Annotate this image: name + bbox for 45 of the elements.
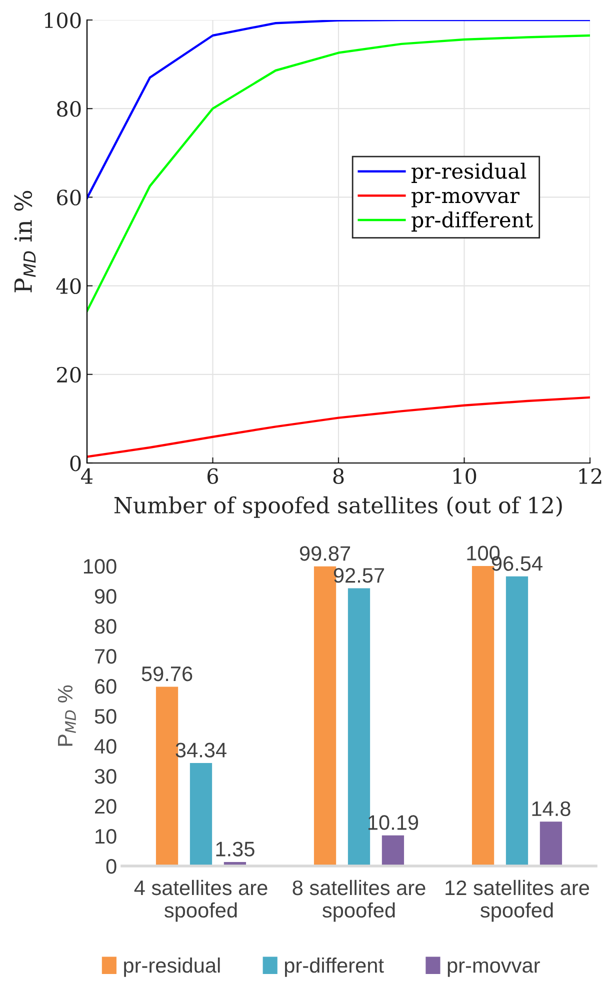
y-tick-label: 40 [56,278,81,294]
legend-label: pr-movvar [448,961,540,977]
data-label: 99.87 [300,546,350,561]
y-tick-label: 60 [57,190,81,206]
y-tick-label: 0 [106,859,116,874]
y-tick-label: 70 [95,649,116,664]
y-tick-label: 100 [44,12,81,28]
y-tick-label: 20 [57,366,81,383]
x-tick-label: 12 [579,468,602,484]
data-label: 59.76 [142,666,192,682]
x-tick-label: 6 [208,468,218,484]
x-tick-label: 12 satellites are spoofed [446,880,590,922]
bar [190,762,212,866]
x-tick-label: 8 [333,468,344,484]
data-label: 14.8 [532,801,570,816]
y-tick-label: 50 [94,709,116,724]
bar [506,576,528,866]
legend-label: pr-residual [124,957,220,977]
legend-label: pr-movvar [412,192,520,208]
y-tick-label: 30 [94,769,116,784]
x-tick-label: 4 satellites are spoofed [134,880,268,922]
y-tick-label: 60 [95,679,116,694]
y-axis-title: P$_{MD}$ % [58,685,76,746]
y-tick-label: 40 [94,739,116,754]
y-tick-label: 10 [96,829,116,844]
y-tick-label: 80 [94,619,116,634]
y-tick-label: 0 [70,455,81,472]
y-axis-title: P$_{MD}$ in % [14,190,36,292]
bar [382,835,404,866]
x-tick-label: 8 satellites are spoofed [292,880,426,922]
line-series [87,396,590,458]
legend-label: pr-residual [412,162,526,183]
legend-label: pr-different [412,211,533,232]
legend-label: pr-different [284,957,384,977]
y-tick-label: 100 [84,559,116,574]
data-label: 1.35 [216,842,254,856]
line-series [87,34,590,312]
y-tick-label: 20 [95,799,116,814]
bar [540,822,562,866]
x-tick-label: 10 [454,468,476,484]
x-axis-title: Number of spoofed satellites (out of 12) [114,496,562,518]
y-tick-label: 90 [94,589,116,604]
y-tick-label: 80 [57,101,81,117]
bar [348,588,370,866]
x-tick-label: 4 [81,468,93,484]
